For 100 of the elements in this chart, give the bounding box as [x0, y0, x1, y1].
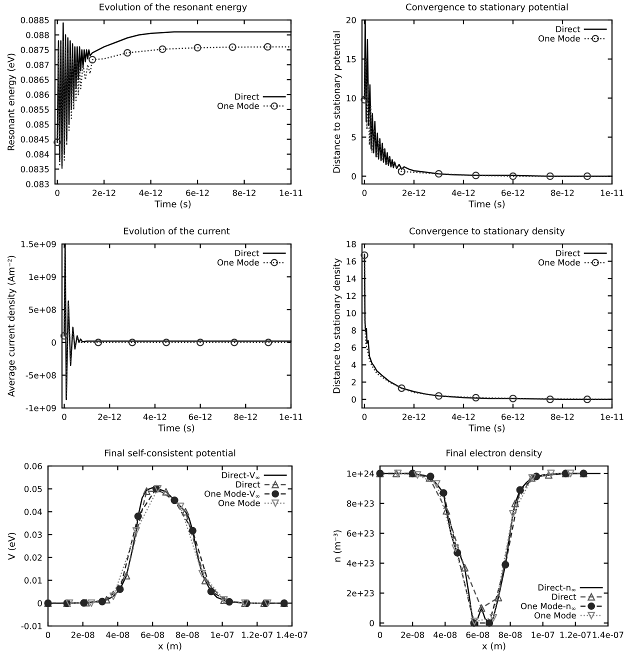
- chart-title: Evolution of the current: [124, 227, 230, 234]
- y-tick-label: 18: [346, 240, 356, 248]
- x-tick-label: 8e-08: [498, 632, 522, 638]
- y-tick-label: 0.04: [24, 508, 42, 515]
- x-tick-label: 1e-11: [600, 190, 624, 196]
- legend-label: One Mode: [538, 35, 580, 42]
- legend-label: One Mode: [218, 500, 260, 506]
- y-tick-label: 0.084: [26, 151, 49, 158]
- chart-title: Evolution of the resonant energy: [100, 3, 247, 12]
- y-tick-label: 1.5e+09: [21, 240, 56, 248]
- y-tick-label: 2e+23: [347, 590, 374, 596]
- y-tick-label: 10: [346, 310, 356, 316]
- y-axis-title: Distance to stationary density: [332, 258, 342, 394]
- x-tick-label: 8e-12: [234, 414, 257, 420]
- y-tick-label: 0: [352, 173, 356, 180]
- legend-label: Direct: [552, 593, 576, 600]
- y-tick-label: 5: [352, 134, 356, 140]
- chart-title: Final self-consistent potential: [104, 449, 236, 458]
- x-tick-label: 1.2e-07: [560, 632, 591, 638]
- x-tick-label: 4e-08: [106, 632, 130, 638]
- y-tick-label: 0.086: [26, 92, 49, 98]
- legend-label: One Mode: [534, 612, 576, 619]
- legend-label: Direct-V$_{∞}$: [222, 472, 260, 479]
- y-tick-label: 0.03: [24, 532, 42, 538]
- x-tick-label: 4e-12: [452, 190, 475, 196]
- y-tick-label: 0.0855: [20, 106, 49, 113]
- y-tick-label: 0.0845: [20, 136, 49, 143]
- y-tick-label: 1e+24: [347, 470, 374, 477]
- y-tick-label: 4: [352, 362, 356, 368]
- chart-title: Convergence to stationary density: [410, 227, 565, 236]
- y-tick-label: 0.0865: [20, 76, 49, 83]
- x-tick-label: 0: [378, 632, 382, 638]
- x-tick-label: 4e-08: [434, 632, 457, 638]
- y-tick-label: 0.05: [24, 486, 42, 492]
- x-tick-label: 6e-12: [502, 190, 524, 196]
- x-axis-title: x (m): [158, 642, 182, 650]
- x-tick-label: 8e-08: [176, 632, 199, 638]
- x-tick-label: 4e-12: [452, 414, 475, 420]
- y-tick-label: 0.02: [24, 554, 42, 561]
- chart-title: Final electron density: [446, 449, 542, 458]
- x-tick-label: 1e-11: [280, 190, 302, 196]
- x-tick-label: 2e-12: [402, 190, 426, 196]
- x-tick-label: 0: [62, 414, 66, 420]
- y-tick-label: 2: [352, 379, 356, 386]
- y-tick-label: 0: [352, 396, 356, 403]
- y-tick-label: 5e+08: [29, 306, 56, 313]
- y-tick-label: 0.0835: [20, 166, 49, 172]
- y-tick-label: 0.0875: [20, 46, 49, 54]
- x-axis-title: Time (s): [468, 200, 505, 208]
- y-tick-label: 14: [346, 276, 356, 282]
- legend-label: One Mode: [217, 102, 259, 110]
- x-tick-label: 1e-11: [280, 414, 302, 420]
- legend-label: Direct-n$_{∞}$: [538, 584, 576, 592]
- y-tick-label: -0.01: [21, 622, 42, 630]
- y-tick-label: 12: [346, 292, 356, 299]
- legend-label: One Mode: [217, 259, 259, 266]
- x-axis-title: Time (s): [158, 424, 194, 432]
- y-tick-label: 0: [38, 600, 42, 606]
- legend-label: Direct: [235, 250, 260, 256]
- x-tick-label: 6e-08: [466, 632, 490, 638]
- y-tick-label: 0.085: [26, 121, 49, 128]
- y-tick-label: 4e+23: [346, 560, 374, 566]
- y-tick-label: 0.0885: [20, 16, 49, 24]
- x-tick-label: 6e-12: [502, 414, 524, 420]
- legend-label: Direct: [556, 26, 580, 32]
- y-tick-label: -1e+09: [26, 404, 56, 412]
- y-tick-label: 6e+23: [347, 530, 374, 537]
- x-tick-label: 1e-07: [211, 632, 234, 638]
- x-axis-title: x (m): [482, 642, 506, 650]
- y-tick-label: 0.01: [24, 577, 42, 584]
- y-axis-title: n (m⁻³): [334, 530, 342, 562]
- x-tick-label: 4e-12: [143, 414, 166, 420]
- chart-title: Convergence to stationary potential: [406, 3, 568, 12]
- legend-label: Direct: [556, 250, 580, 256]
- y-tick-label: 20: [346, 16, 356, 24]
- legend-label: Direct: [235, 93, 260, 100]
- x-tick-label: 8e-12: [551, 190, 574, 196]
- x-tick-label: 8e-12: [551, 414, 574, 420]
- x-tick-label: 1e-07: [532, 632, 554, 638]
- y-axis-title: Resonant energy (eV): [7, 54, 16, 150]
- x-tick-label: 6e-08: [141, 632, 164, 638]
- y-axis-title: V (eV): [8, 532, 16, 560]
- y-tick-label: 1e+09: [29, 274, 56, 280]
- x-tick-label: 1.2e-07: [242, 632, 272, 638]
- y-tick-label: 0.087: [26, 62, 49, 68]
- y-tick-label: -5e+08: [26, 372, 56, 378]
- legend-label: One Mode: [538, 259, 580, 266]
- y-tick-label: 8: [352, 327, 356, 334]
- x-axis-title: Time (s): [154, 200, 191, 208]
- x-tick-label: 8e-12: [232, 190, 256, 196]
- y-tick-label: 0.06: [24, 462, 42, 470]
- y-axis-title: Distance to stationary potential: [332, 31, 342, 173]
- y-tick-label: 8e+23: [346, 500, 374, 507]
- legend-label: Direct: [236, 481, 260, 488]
- x-tick-label: 2e-12: [402, 414, 426, 420]
- y-axis-title: Average current density (Am⁻²): [8, 256, 16, 397]
- x-tick-label: 2e-12: [92, 190, 116, 196]
- legend-label: One Mode-V$_{∞}$: [204, 490, 260, 498]
- y-tick-label: 0.088: [26, 32, 49, 38]
- y-tick-label: 15: [346, 56, 356, 62]
